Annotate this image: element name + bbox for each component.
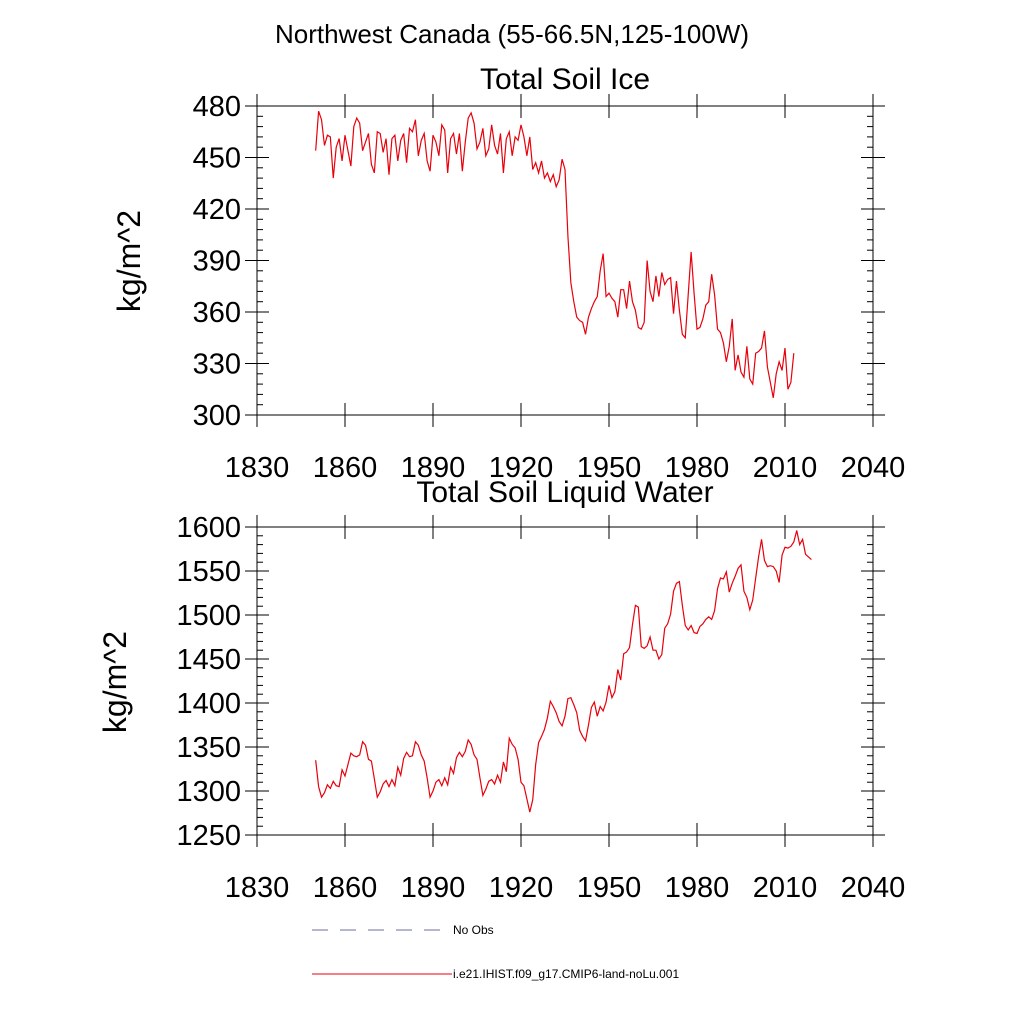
xtick-label-soil-liquid-water-1980: 1980 (665, 872, 730, 904)
xtick-label-soil-liquid-water-1830: 1830 (225, 872, 290, 904)
ytick-label-soil-ice-480: 480 (193, 91, 241, 123)
panel-soil-ice: Total Soil Ice kg/m^2 1830 1860 1890 1920 19… (111, 63, 905, 484)
ytick-label-soil-ice-420: 420 (193, 194, 241, 226)
ytick-label-soil-liquid-water-1450: 1450 (176, 644, 241, 676)
xtick-label-soil-ice-2010: 2010 (753, 452, 818, 484)
xtick-label-soil-ice-1980: 1980 (665, 452, 730, 484)
xticks-soil-ice (256, 94, 874, 427)
yticks-soil-liquid-water (245, 526, 885, 836)
legend: No Obs i.e21.IHIST.f09_g17.CMIP6-land-no… (312, 923, 679, 981)
ytick-label-soil-ice-450: 450 (193, 143, 241, 175)
legend-label-no-obs: No Obs (453, 923, 494, 937)
xtick-labels-soil-liquid-water: 1830 1860 1890 1920 1950 1980 2010 2040 (225, 872, 906, 904)
xtick-label-soil-liquid-water-1860: 1860 (313, 872, 378, 904)
xtick-label-soil-liquid-water-2010: 2010 (753, 872, 818, 904)
plot-frame-soil-ice (256, 105, 874, 416)
ytick-label-soil-liquid-water-1350: 1350 (176, 732, 241, 764)
ytick-label-soil-liquid-water-1600: 1600 (176, 512, 241, 544)
ytick-labels-soil-liquid-water: 1250 1300 1350 1400 1450 1500 1550 1600 (176, 512, 241, 852)
xtick-label-soil-ice-1890: 1890 (401, 452, 466, 484)
xtick-label-soil-ice-1950: 1950 (577, 452, 642, 484)
xtick-labels-soil-ice: 1830 1860 1890 1920 1950 1980 2010 2040 (225, 452, 906, 484)
ytick-label-soil-ice-360: 360 (193, 297, 241, 329)
xtick-label-soil-liquid-water-1920: 1920 (489, 872, 554, 904)
ytick-label-soil-liquid-water-1250: 1250 (176, 820, 241, 852)
ytick-label-soil-liquid-water-1400: 1400 (176, 688, 241, 720)
xtick-label-soil-liquid-water-1950: 1950 (577, 872, 642, 904)
xtick-label-soil-liquid-water-1890: 1890 (401, 872, 466, 904)
xtick-label-soil-liquid-water-2040: 2040 (841, 872, 906, 904)
ytick-label-soil-liquid-water-1550: 1550 (176, 556, 241, 588)
xtick-label-soil-ice-1860: 1860 (313, 452, 378, 484)
ylabel-soil-ice: kg/m^2 (111, 210, 147, 312)
legend-item-model: i.e21.IHIST.f09_g17.CMIP6-land-noLu.001 (312, 967, 679, 981)
xtick-label-soil-ice-2040: 2040 (841, 452, 906, 484)
figure-title: Northwest Canada (55-66.5N,125-100W) (275, 19, 749, 49)
plot-frame-soil-liquid-water (256, 526, 874, 836)
series-line-soil-liquid-water (315, 530, 812, 813)
ytick-label-soil-ice-330: 330 (193, 349, 241, 381)
panel-title-soil-liquid-water: Total Soil Liquid Water (416, 476, 713, 509)
ytick-labels-soil-ice: 300 330 360 390 420 450 480 (193, 91, 241, 432)
ytick-label-soil-liquid-water-1300: 1300 (176, 776, 241, 808)
panel-title-soil-ice: Total Soil Ice (480, 63, 650, 96)
ytick-label-soil-ice-300: 300 (193, 400, 241, 432)
legend-label-model: i.e21.IHIST.f09_g17.CMIP6-land-noLu.001 (453, 967, 679, 981)
ytick-label-soil-ice-390: 390 (193, 246, 241, 278)
xtick-label-soil-ice-1920: 1920 (489, 452, 554, 484)
panel-soil-liquid-water: Total Soil Liquid Water kg/m^2 1830 1860 1… (97, 476, 905, 904)
ytick-label-soil-liquid-water-1500: 1500 (176, 600, 241, 632)
series-line-soil-ice (315, 110, 795, 398)
xtick-label-soil-ice-1830: 1830 (225, 452, 290, 484)
ylabel-soil-liquid-water: kg/m^2 (97, 631, 133, 733)
legend-item-no-obs: No Obs (312, 923, 494, 937)
